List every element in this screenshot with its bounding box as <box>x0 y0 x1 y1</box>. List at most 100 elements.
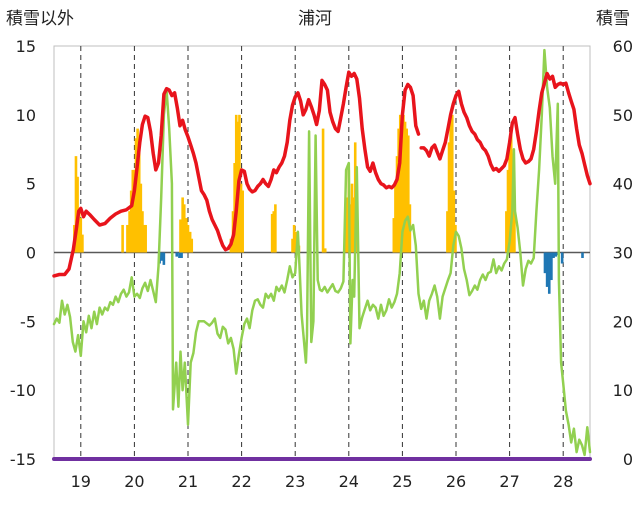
bar-negative <box>545 252 549 287</box>
x-tick-label: 28 <box>553 472 573 491</box>
bar-positive <box>234 114 238 253</box>
series-line-red <box>52 70 421 278</box>
left-y-tick-label: -10 <box>10 381 36 400</box>
bar-positive <box>345 197 349 253</box>
chart-title: 浦河 <box>298 9 332 29</box>
bar-negative <box>554 252 557 257</box>
bar-positive <box>449 121 452 253</box>
bar-negative <box>547 252 551 294</box>
bar-positive <box>397 128 400 253</box>
bar-positive <box>133 169 136 253</box>
bar-positive <box>403 121 407 253</box>
bar-positive <box>139 183 143 253</box>
bar-positive <box>233 163 236 253</box>
x-tick-label: 24 <box>339 472 359 491</box>
x-tick-label: 21 <box>178 472 198 491</box>
left-y-tick-label: -5 <box>20 312 36 331</box>
right-y-tick-label: 30 <box>613 244 633 263</box>
left-y-tick-label: 5 <box>26 175 36 194</box>
bar-positive <box>77 208 81 253</box>
bar-negative <box>560 252 564 264</box>
bar-positive <box>74 156 78 253</box>
bar-positive <box>350 183 354 253</box>
bar-positive <box>185 218 188 253</box>
bar-positive <box>402 114 405 253</box>
bar-positive <box>398 114 402 253</box>
bar-positive <box>179 219 182 253</box>
left-y-tick-label: 15 <box>16 37 36 56</box>
right-y-tick-label: 20 <box>613 312 633 331</box>
bar-positive <box>270 213 274 253</box>
x-tick-label: 27 <box>499 472 519 491</box>
bar-positive <box>394 183 397 253</box>
bar-positive <box>450 114 454 253</box>
bar-positive <box>509 128 513 253</box>
bar-positive <box>505 211 508 253</box>
bar-negative <box>552 252 555 259</box>
bar-positive <box>272 211 276 253</box>
left-y-tick-label: 0 <box>26 244 36 263</box>
bar-positive <box>181 197 184 253</box>
bar-positive <box>126 224 129 253</box>
bar-positive <box>136 128 139 253</box>
bar-positive <box>400 121 404 253</box>
bar-negative <box>178 252 181 259</box>
bar-positive <box>128 211 131 253</box>
bar-positive <box>452 190 456 253</box>
series-line-green <box>52 48 592 457</box>
bar-positive <box>79 218 83 253</box>
bar-positive <box>131 169 135 253</box>
x-tick-label: 25 <box>392 472 412 491</box>
bar-positive <box>392 218 396 253</box>
bar-negative <box>160 252 164 261</box>
bar-positive <box>129 190 133 253</box>
bar-positive <box>141 211 144 253</box>
bar-positive <box>144 224 147 253</box>
bar-positive <box>446 211 449 253</box>
bar-positive <box>395 156 399 253</box>
right-y-tick-label: 10 <box>613 381 633 400</box>
series-line-red2 <box>419 71 592 186</box>
bar-positive <box>239 183 243 253</box>
bar-positive <box>447 142 451 253</box>
bar-positive <box>508 142 511 253</box>
bar-positive <box>352 197 355 253</box>
bar-positive <box>294 231 298 253</box>
bar-positive <box>323 248 327 253</box>
bar-positive <box>81 234 84 253</box>
bar-positive <box>188 231 192 253</box>
bar-positive <box>405 128 408 253</box>
bar-negative <box>550 252 553 281</box>
bar-positive <box>292 224 296 253</box>
left-y-tick-label: 10 <box>16 106 36 125</box>
bar-positive <box>142 224 146 253</box>
bar-negative <box>175 252 179 257</box>
x-tick-label: 20 <box>124 472 144 491</box>
bar-positive <box>406 135 410 253</box>
bar-positive <box>121 224 124 253</box>
bar-negative <box>180 252 183 259</box>
bar-positive <box>137 149 141 253</box>
bar-positive <box>241 190 244 253</box>
bar-negative <box>162 252 166 265</box>
left-y-tick-label: -15 <box>10 450 36 469</box>
x-tick-label: 23 <box>285 472 305 491</box>
bar-positive <box>274 204 277 253</box>
right-y-tick-label: 40 <box>613 175 633 194</box>
right-y-tick-label: 50 <box>613 106 633 125</box>
bar-positive <box>291 238 294 253</box>
bar-positive <box>321 128 325 253</box>
bar-positive <box>134 138 138 253</box>
x-tick-label: 26 <box>446 472 466 491</box>
right-y-tick-label: 60 <box>613 37 633 56</box>
bar-negative <box>543 252 547 274</box>
bar-positive <box>190 238 194 253</box>
bar-positive <box>513 197 516 253</box>
bar-positive <box>186 224 190 253</box>
x-tick-label: 19 <box>71 472 91 491</box>
x-tick-label: 22 <box>231 472 251 491</box>
bar-positive <box>182 204 186 253</box>
right-axis-label: 積雪 <box>596 9 630 29</box>
